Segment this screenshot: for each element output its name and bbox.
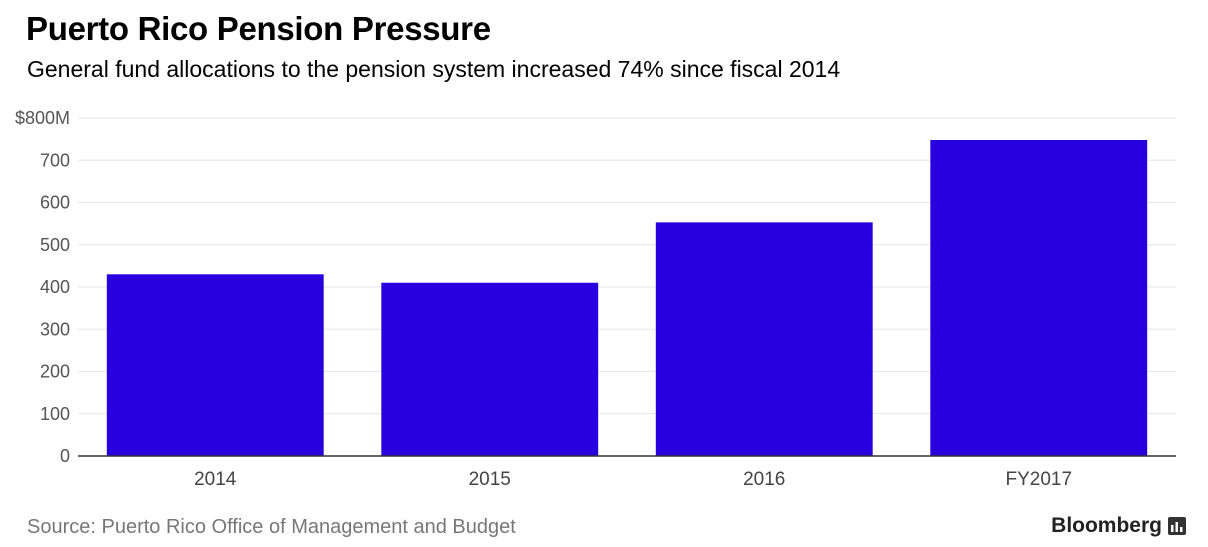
x-tick-label: 2014 [194,469,237,490]
bar-2014 [106,274,324,456]
y-tick-label: 100 [40,404,70,424]
brand-name: Bloomberg [1051,514,1162,537]
brand-logo: Bloomberg [1051,514,1186,538]
bar-2015 [381,282,599,456]
y-tick-label: 500 [40,235,70,255]
y-tick-label: 200 [40,362,70,382]
y-tick-label: $800M [15,108,70,128]
y-tick-label: 400 [40,277,70,297]
y-tick-label: 600 [40,193,70,213]
y-tick-label: 700 [40,150,70,170]
y-axis-ticks: 0 100 200 300 400 500 600 700 $800M [15,108,70,466]
bloomberg-terminal-icon [1168,517,1186,535]
chart-title: Puerto Rico Pension Pressure [26,10,491,47]
x-tick-label: 2015 [469,469,511,490]
source-note: Source: Puerto Rico Office of Management… [27,516,516,538]
x-axis-ticks: 2014 2015 2016 FY2017 [194,469,1072,490]
y-tick-label: 0 [60,446,70,466]
x-tick-label: FY2017 [1005,469,1072,490]
bar-2016 [655,222,873,456]
chart-subtitle: General fund allocations to the pension … [27,56,841,82]
bar-FY2017 [930,139,1148,456]
bars [106,139,1148,456]
y-tick-label: 300 [40,319,70,339]
x-tick-label: 2016 [743,469,785,490]
